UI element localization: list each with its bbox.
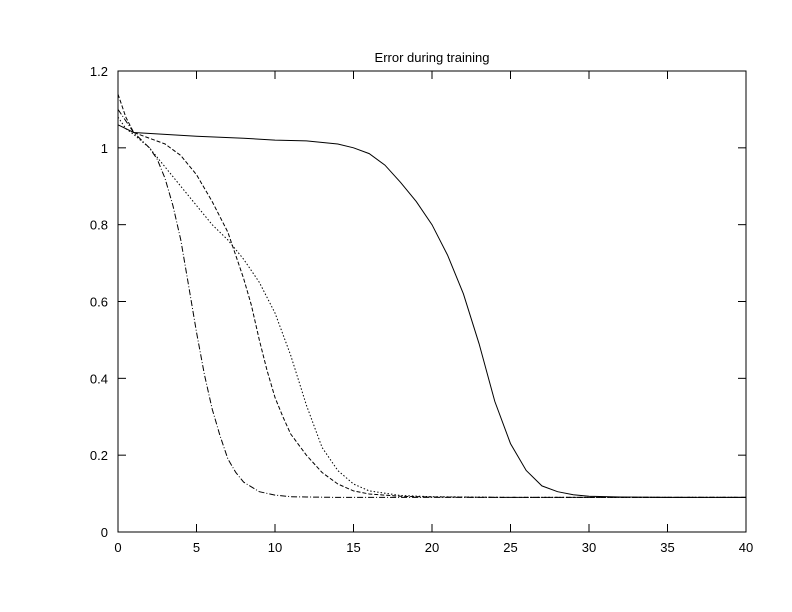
axis-ticks	[117, 70, 747, 533]
x-tick-label: 25	[503, 540, 517, 555]
x-tick-label: 40	[739, 540, 753, 555]
plot-frame	[117, 70, 747, 533]
series-line-2	[117, 109, 746, 498]
chart-title: Error during training	[375, 50, 490, 65]
y-tick-label: 0.6	[90, 295, 108, 310]
x-tick-label: 30	[582, 540, 596, 555]
series-line-4	[117, 116, 746, 498]
y-tick-label: 1.2	[90, 64, 108, 79]
y-tick-label: 0.2	[90, 448, 108, 463]
y-tick-label: 0.4	[90, 371, 108, 386]
series-line-1	[117, 124, 746, 498]
axis-tick-labels: 0 5 10 15 20 25 30 35 40 0 0.2 0.4 0.6 0.8 1 1.2	[90, 64, 753, 555]
x-tick-label: 0	[114, 540, 121, 555]
series-group	[117, 93, 746, 498]
y-tick-label: 1	[101, 141, 108, 156]
x-tick-label: 5	[193, 540, 200, 555]
x-tick-label: 10	[268, 540, 282, 555]
series-line-3	[117, 93, 746, 498]
x-tick-label: 15	[346, 540, 360, 555]
x-tick-label: 20	[425, 540, 439, 555]
y-tick-label: 0	[101, 525, 108, 540]
x-tick-label: 35	[660, 540, 674, 555]
y-tick-label: 0.8	[90, 218, 108, 233]
